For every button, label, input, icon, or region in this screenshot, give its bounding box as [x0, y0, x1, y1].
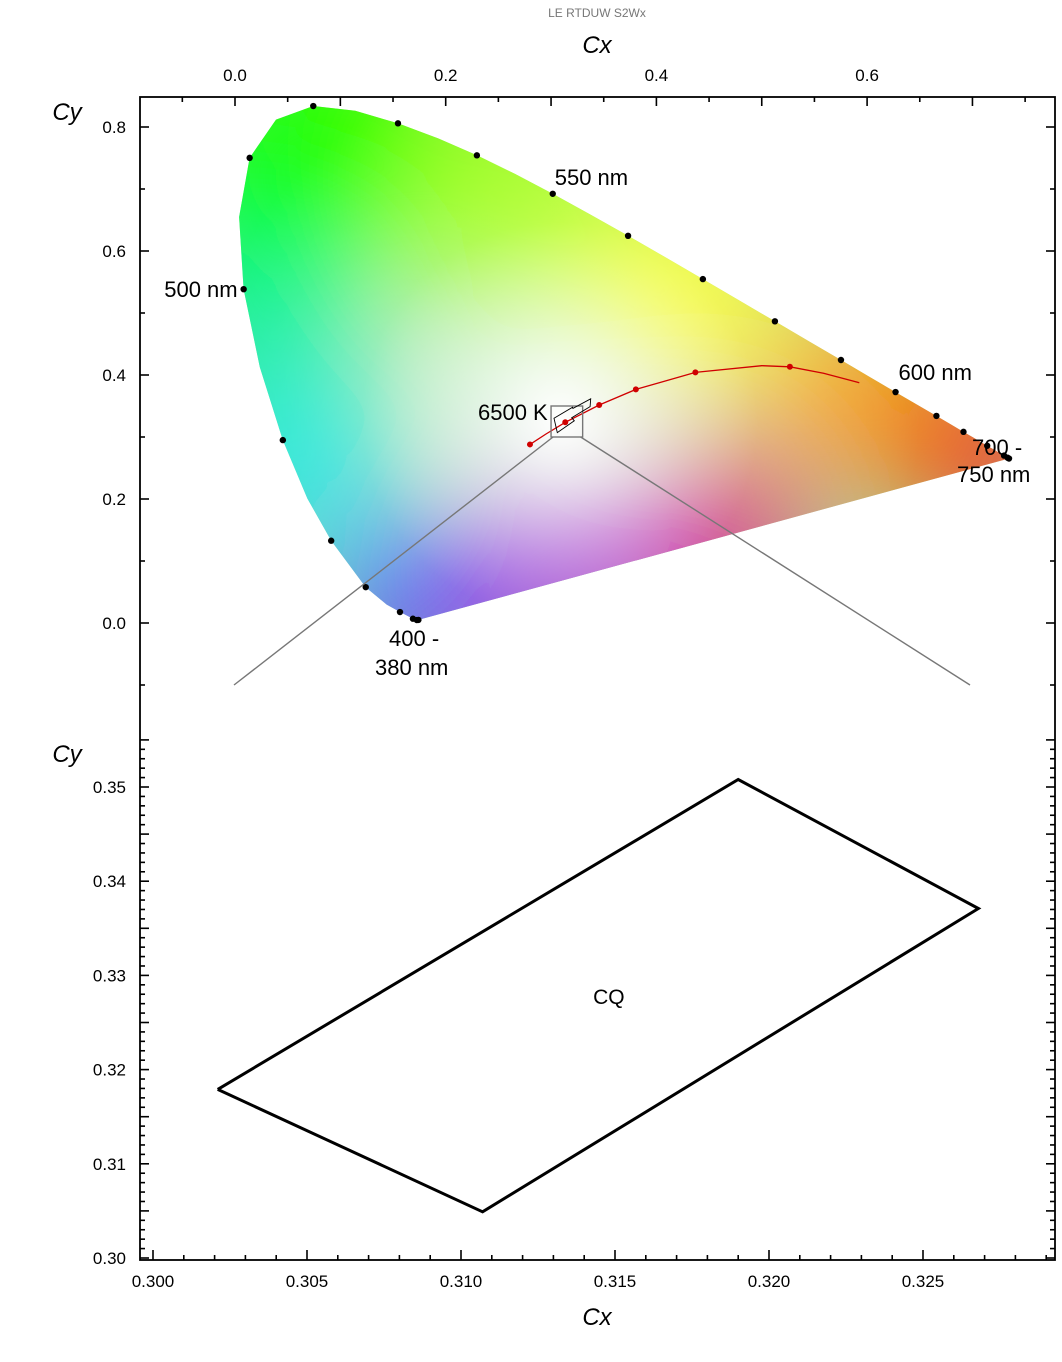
bottom-x-tick-label: 0.310	[440, 1272, 483, 1291]
locus-marker	[394, 120, 402, 127]
zoom-connector-right	[580, 436, 971, 686]
locus-marker	[983, 442, 991, 449]
locus-marker	[699, 275, 707, 283]
locus-marker	[240, 285, 247, 293]
cq-region-outline	[216, 777, 982, 1214]
top-x-tick-label: 0.4	[645, 66, 669, 85]
cie-diagram: 550 nm 500 nm 600 nm 700 -750 nm 400 - 380 nm…	[52, 32, 1055, 686]
locus-marker	[837, 356, 845, 364]
locus-marker	[327, 537, 335, 544]
upper-y-tick-label: 0.2	[102, 490, 126, 509]
locus-marker	[279, 436, 287, 444]
bottom-x-tick-label: 0.315	[594, 1272, 637, 1291]
chromaticity-gamut	[239, 106, 1010, 620]
lower-y-tick-label: 0.34	[93, 872, 126, 891]
bottom-x-tick-label: 0.320	[748, 1272, 791, 1291]
chart-title: LE RTDUW S2Wx	[548, 6, 646, 20]
lower-y-tick-label: 0.32	[93, 1061, 126, 1080]
wavelength-label-750: 750 nm	[957, 462, 1030, 487]
planckian-marker	[786, 363, 793, 370]
planckian-marker	[562, 419, 569, 426]
bottom-x-tick-label: 0.325	[902, 1272, 945, 1291]
locus-marker	[473, 152, 481, 159]
cq-region-mini	[553, 398, 592, 434]
zoom-box	[550, 405, 584, 438]
upper-y-tick-label: 0.8	[102, 118, 126, 137]
locus-marker	[549, 190, 556, 197]
locus-marker	[396, 608, 404, 616]
locus-marker	[246, 154, 253, 162]
lower-y-tick-label: 0.30	[93, 1249, 126, 1268]
locus-marker	[933, 412, 940, 420]
wavelength-label-600: 600 nm	[899, 360, 972, 385]
upper-y-tick-label: 0.6	[102, 242, 126, 261]
top-x-axis-title: Cx	[582, 32, 612, 59]
plot-frame	[139, 96, 1056, 1261]
white-point-label: 6500 K	[478, 400, 548, 425]
bottom-x-tick-label: 0.300	[132, 1272, 175, 1291]
upper-y-tick-label: 0.4	[102, 366, 126, 385]
planckian-marker	[632, 386, 639, 393]
locus-marker	[310, 102, 317, 110]
planckian-marker	[526, 441, 533, 448]
top-x-tick-label: 0.6	[855, 66, 879, 85]
locus-marker	[960, 428, 967, 436]
locus-marker	[624, 232, 632, 240]
locus-marker	[409, 615, 417, 622]
lower-y-tick-label: 0.33	[93, 966, 126, 985]
lower-y-axis-title: Cy	[52, 741, 83, 768]
wavelength-label-380: 380 nm	[375, 655, 448, 680]
planckian-locus	[529, 365, 860, 445]
zoom-chart: CQ 0.300 0.305 0.310 0.315 0.320 0.325 0.30 0.31…	[52, 739, 1055, 1331]
top-x-tick-label: 0.2	[434, 66, 458, 85]
wavelength-label-500: 500 nm	[164, 277, 237, 302]
lower-y-tick-label: 0.35	[93, 778, 126, 797]
plot-border	[139, 96, 1056, 1261]
bottom-x-tick-label: 0.305	[286, 1272, 329, 1291]
locus-marker	[892, 388, 899, 396]
cq-region-label: CQ	[593, 986, 625, 1009]
bottom-x-axis-title: Cx	[582, 1304, 612, 1331]
locus-marker	[362, 583, 369, 591]
upper-y-axis-title: Cy	[52, 99, 83, 126]
lower-y-tick-label: 0.31	[93, 1155, 126, 1174]
locus-marker	[771, 318, 779, 325]
zoom-connector-left	[233, 436, 554, 686]
wavelength-label-400: 400 -	[389, 626, 439, 651]
wavelength-label-700: 700 -	[972, 435, 1022, 460]
top-x-tick-label: 0.0	[223, 66, 247, 85]
locus-marker	[1005, 455, 1013, 462]
wavelength-label-550: 550 nm	[555, 165, 628, 190]
planckian-marker	[692, 369, 699, 376]
planckian-marker	[596, 402, 603, 409]
upper-y-tick-label: 0.0	[102, 614, 126, 633]
